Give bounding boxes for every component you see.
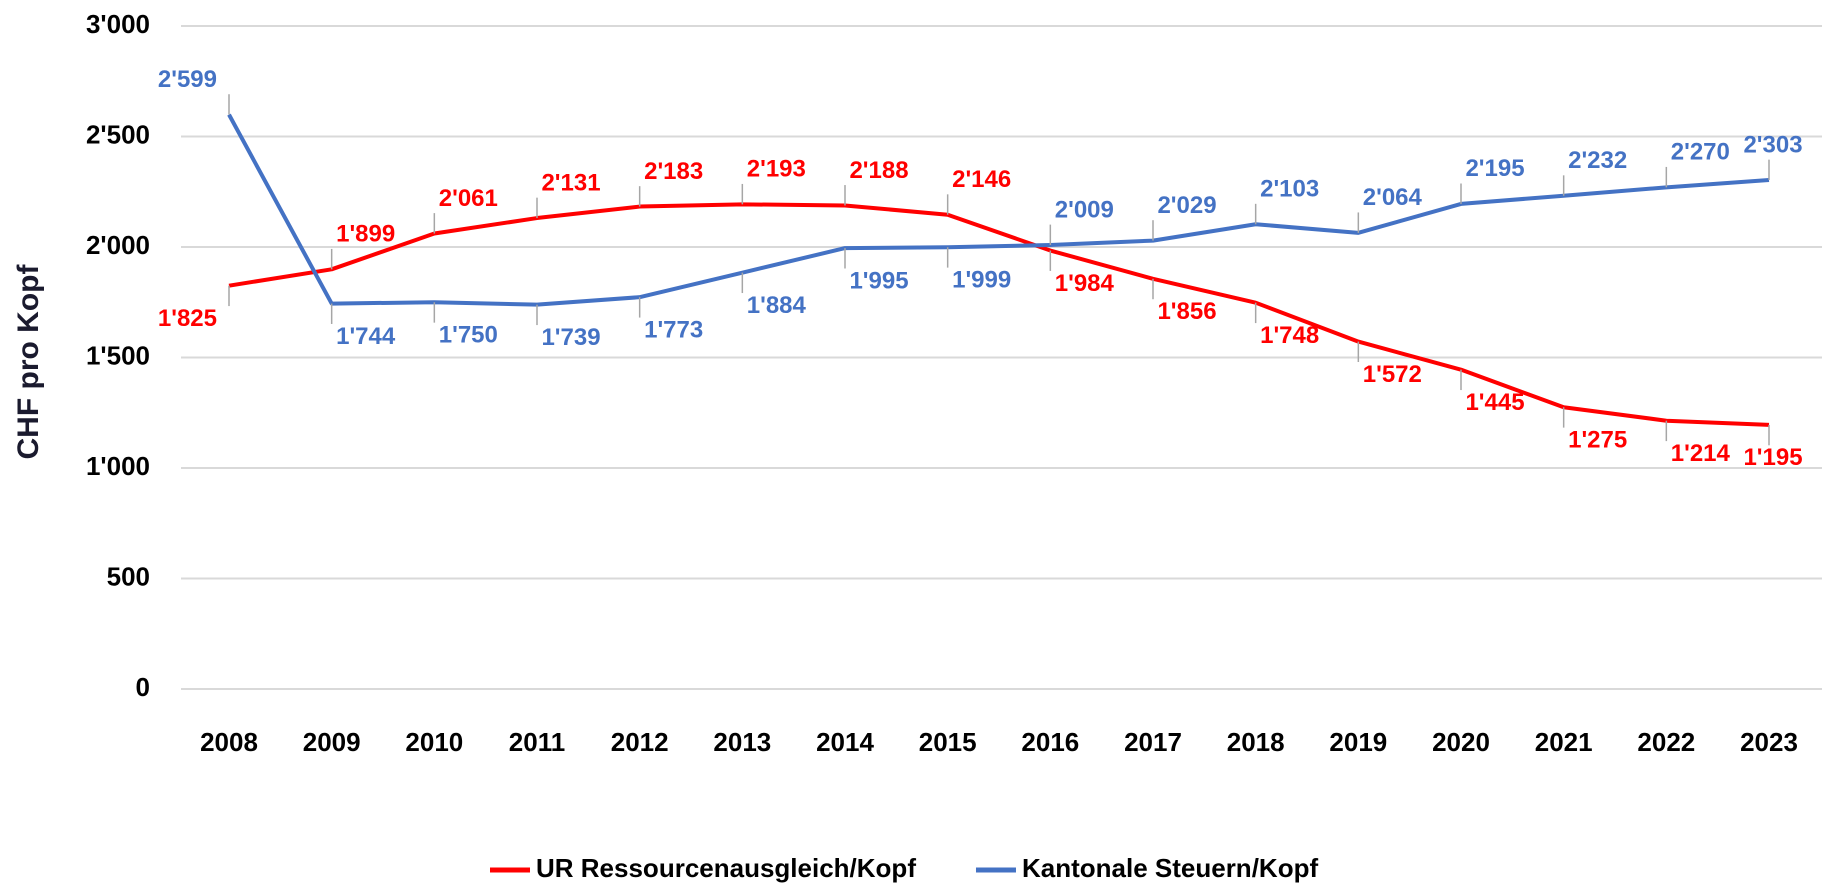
data-label: 2'599: [158, 66, 217, 93]
data-label: 1'773: [644, 317, 703, 344]
data-label: 2'188: [849, 157, 908, 184]
data-label: 2'183: [644, 158, 703, 185]
x-tick-label: 2020: [1432, 727, 1490, 757]
data-label: 2'270: [1671, 139, 1730, 166]
series-line: [228, 202, 1770, 427]
x-tick-label: 2008: [200, 727, 258, 757]
data-label: 1'899: [336, 221, 395, 248]
data-label: 1'744: [336, 323, 396, 350]
data-label: 1'884: [747, 292, 807, 319]
data-label: 1'739: [541, 324, 600, 351]
data-label: 2'303: [1743, 131, 1802, 158]
data-label: 2'064: [1363, 184, 1423, 211]
y-tick-label: 500: [107, 561, 150, 591]
data-label: 1'195: [1743, 444, 1802, 471]
legend-label: Kantonale Steuern/Kopf: [1022, 853, 1318, 883]
series-line: [227, 113, 1770, 307]
data-label: 1'572: [1363, 361, 1422, 388]
data-label: 2'029: [1157, 192, 1216, 219]
data-label: 1'984: [1055, 270, 1115, 297]
data-label: 1'748: [1260, 322, 1319, 349]
data-label: 1'856: [1157, 298, 1216, 325]
x-tick-label: 2015: [919, 727, 977, 757]
data-label: 2'131: [541, 169, 600, 196]
data-label: 2'232: [1568, 147, 1627, 174]
x-tick-label: 2012: [611, 727, 669, 757]
x-tick-label: 2013: [713, 727, 771, 757]
data-label: 1'825: [158, 305, 217, 332]
x-tick-label: 2009: [303, 727, 361, 757]
data-label: 1'750: [439, 322, 498, 349]
y-tick-label: 1'500: [86, 340, 150, 370]
data-label: 1'214: [1671, 440, 1731, 467]
x-tick-label: 2014: [816, 727, 874, 757]
x-tick-label: 2019: [1329, 727, 1387, 757]
x-tick-label: 2023: [1740, 727, 1798, 757]
x-tick-label: 2021: [1535, 727, 1593, 757]
legend-label: UR Ressourcenausgleich/Kopf: [536, 853, 916, 883]
x-tick-label: 2011: [509, 727, 565, 757]
data-label: 1'275: [1568, 427, 1627, 454]
data-label: 2'061: [439, 185, 498, 212]
y-tick-label: 2'500: [86, 119, 150, 149]
data-label: 1'445: [1465, 389, 1524, 416]
data-label: 1'999: [952, 267, 1011, 294]
x-tick-label: 2017: [1124, 727, 1182, 757]
data-label: 1'995: [849, 267, 908, 294]
data-label: 2'103: [1260, 176, 1319, 203]
y-tick-label: 0: [136, 672, 150, 702]
x-tick-label: 2022: [1637, 727, 1695, 757]
data-label: 2'146: [952, 166, 1011, 193]
data-label: 2'195: [1465, 155, 1524, 182]
data-label: 2'193: [747, 156, 806, 183]
y-tick-label: 2'000: [86, 230, 150, 260]
x-tick-label: 2016: [1021, 727, 1079, 757]
y-tick-label: 3'000: [86, 9, 150, 39]
x-tick-label: 2018: [1227, 727, 1285, 757]
data-label: 2'009: [1055, 196, 1114, 223]
y-tick-label: 1'000: [86, 451, 150, 481]
x-tick-label: 2010: [405, 727, 463, 757]
y-axis-title: CHF pro Kopf: [12, 264, 45, 460]
